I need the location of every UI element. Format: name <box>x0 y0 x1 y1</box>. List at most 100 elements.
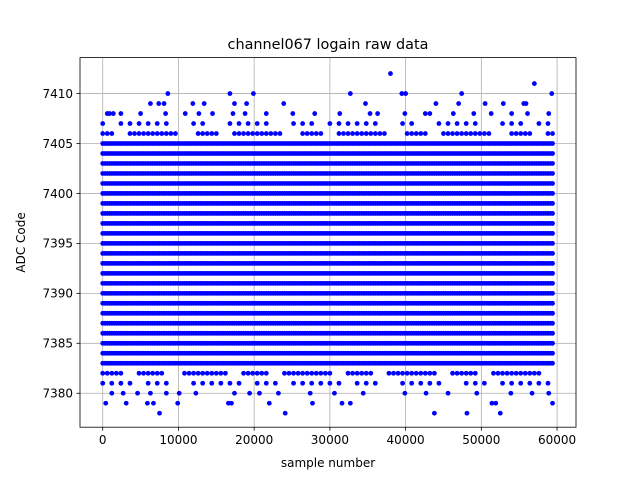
y-tick-label: 7395 <box>42 237 73 251</box>
data-point <box>431 410 437 416</box>
data-point <box>107 111 112 116</box>
data-point <box>154 121 160 126</box>
data-point <box>550 290 555 296</box>
data-point <box>509 380 515 386</box>
data-point <box>345 121 351 126</box>
data-point <box>157 410 162 416</box>
data-point <box>550 300 555 306</box>
data-point <box>509 131 515 136</box>
data-point <box>497 410 503 416</box>
data-point <box>135 390 140 396</box>
data-point <box>422 370 428 376</box>
data-point <box>138 111 143 116</box>
data-point <box>363 131 369 136</box>
data-point <box>422 111 428 116</box>
data-point <box>127 380 133 386</box>
data-point <box>399 91 405 96</box>
data-point <box>545 131 551 136</box>
data-point <box>163 390 169 396</box>
data-point <box>400 370 405 376</box>
data-point <box>550 310 555 316</box>
data-point <box>251 91 256 96</box>
data-point <box>482 101 488 106</box>
data-point <box>531 370 537 376</box>
data-point <box>159 370 165 376</box>
data-point <box>363 380 369 386</box>
data-point <box>254 380 260 386</box>
data-point <box>445 390 451 396</box>
data-point <box>150 370 156 376</box>
data-point <box>300 370 306 376</box>
data-point <box>433 101 439 106</box>
data-point <box>436 121 442 126</box>
data-point <box>531 81 537 86</box>
data-point <box>309 380 315 386</box>
data-point <box>345 131 351 136</box>
data-point <box>550 201 555 206</box>
data-point <box>195 131 201 136</box>
data-point <box>300 121 306 126</box>
data-point <box>375 111 380 116</box>
data-point <box>441 131 446 136</box>
data-point <box>210 111 215 116</box>
data-point <box>550 131 555 136</box>
data-point <box>450 370 455 376</box>
data-point <box>445 121 451 126</box>
data-point <box>481 131 487 136</box>
data-point <box>104 131 110 136</box>
data-point <box>266 400 272 406</box>
data-point <box>241 131 246 136</box>
data-point <box>110 111 116 116</box>
data-point <box>227 380 233 386</box>
data-point <box>250 131 256 136</box>
data-point <box>536 380 542 386</box>
data-point <box>500 101 506 106</box>
data-point <box>546 390 552 396</box>
data-point <box>513 370 519 376</box>
data-point <box>474 390 480 396</box>
data-point <box>391 370 396 376</box>
data-point <box>488 111 494 116</box>
data-point <box>459 131 465 136</box>
data-point <box>257 390 262 396</box>
data-point <box>377 131 383 136</box>
data-point <box>336 380 342 386</box>
x-axis-label: sample number <box>281 456 375 470</box>
data-point <box>454 131 460 136</box>
data-point <box>291 370 296 376</box>
data-point <box>309 131 315 136</box>
data-point <box>409 131 415 136</box>
data-point <box>418 370 424 376</box>
data-point <box>372 121 378 126</box>
data-point <box>123 400 129 406</box>
data-point <box>509 370 515 376</box>
data-point <box>318 131 324 136</box>
data-point <box>386 370 392 376</box>
data-point <box>104 370 110 376</box>
data-point <box>154 380 160 386</box>
data-point <box>513 131 519 136</box>
data-point <box>495 370 501 376</box>
data-point <box>491 370 496 376</box>
data-point <box>339 400 345 406</box>
data-point <box>232 131 237 136</box>
y-axis-label: ADC Code <box>14 212 28 272</box>
data-point <box>141 131 147 136</box>
data-point <box>100 380 106 386</box>
data-point <box>281 101 287 106</box>
x-tick-label: 50000 <box>462 433 500 447</box>
data-point <box>545 380 551 386</box>
data-point <box>350 370 356 376</box>
data-point <box>254 131 260 136</box>
data-point <box>354 121 360 126</box>
data-point <box>182 111 188 116</box>
data-point <box>176 390 182 396</box>
data-point <box>450 131 455 136</box>
data-point <box>550 171 555 176</box>
data-point <box>191 121 196 126</box>
data-point <box>175 400 181 406</box>
data-point <box>148 101 153 106</box>
data-point <box>295 370 301 376</box>
data-point <box>209 380 215 386</box>
data-point <box>468 370 474 376</box>
